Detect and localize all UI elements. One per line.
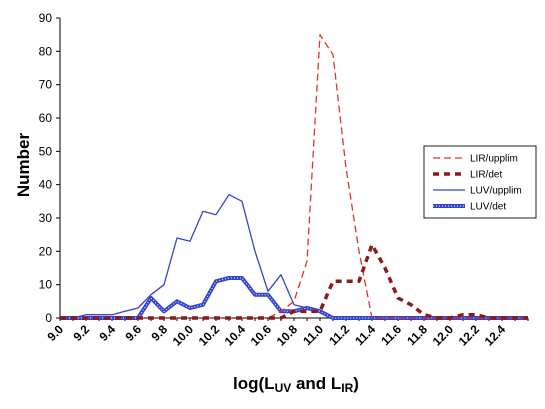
x-tick-label: 9.6	[122, 322, 144, 344]
y-tick-label: 90	[39, 11, 53, 25]
y-tick-label: 20	[39, 244, 53, 258]
x-tick-label: 11.4	[352, 322, 378, 348]
x-tick-label: 11.6	[378, 322, 404, 348]
x-axis-title-sub-uv: UV	[275, 381, 292, 395]
x-tick-label: 10.6	[248, 322, 275, 349]
x-tick-label: 12.4	[482, 322, 509, 349]
y-axis-title: Number	[14, 133, 33, 198]
x-tick-label: 10.2	[196, 322, 223, 349]
y-tick-label: 50	[39, 144, 53, 158]
y-tick-label: 30	[39, 211, 53, 225]
x-axis: 9.0 9.2 9.4 9.6 9.8 10.0 10.2 10.4 10.6 10.8 11.0 1…	[44, 318, 529, 349]
x-tick-label: 9.8	[148, 322, 170, 344]
x-axis-title: log(LUV and LIR)	[233, 374, 359, 395]
x-axis-title-part: )	[353, 374, 359, 393]
x-axis-title-sub-ir: IR	[341, 381, 353, 395]
legend-label: LUV/det	[470, 202, 506, 213]
x-axis-title-part: log(L	[233, 374, 275, 393]
legend-label: LIR/upplim	[470, 154, 518, 165]
y-tick-label: 10	[39, 278, 53, 292]
x-tick-label: 12.2	[456, 322, 483, 349]
y-tick-label: 40	[39, 178, 53, 192]
x-tick-label: 10.4	[222, 322, 249, 349]
x-tick-label: 12.0	[430, 322, 457, 349]
y-tick-label: 0	[45, 311, 52, 325]
series-line-1	[60, 242, 528, 320]
y-tick-label: 70	[39, 78, 53, 92]
legend: LIR/upplim LIR/det LUV/upplim LUV/det	[423, 145, 537, 219]
x-tick-label: 9.0	[44, 322, 66, 344]
x-tick-label: 10.0	[170, 322, 197, 349]
x-tick-label: 11.2	[326, 322, 352, 348]
series-layer	[60, 34, 528, 320]
y-tick-label: 60	[39, 111, 53, 125]
x-axis-title-part: and L	[291, 374, 341, 393]
y-tick-label: 80	[39, 44, 53, 58]
x-tick-label: 11.0	[300, 322, 326, 348]
x-tick-label: 11.8	[404, 322, 430, 348]
x-tick-label: 9.4	[96, 322, 118, 344]
legend-label: LIR/det	[470, 170, 502, 181]
legend-label: LUV/upplim	[470, 186, 522, 197]
x-tick-label: 9.2	[70, 322, 92, 344]
y-axis: 0 10 20 30 40 50 60 70 80 90	[39, 11, 60, 325]
x-tick-label: 10.8	[274, 322, 301, 349]
